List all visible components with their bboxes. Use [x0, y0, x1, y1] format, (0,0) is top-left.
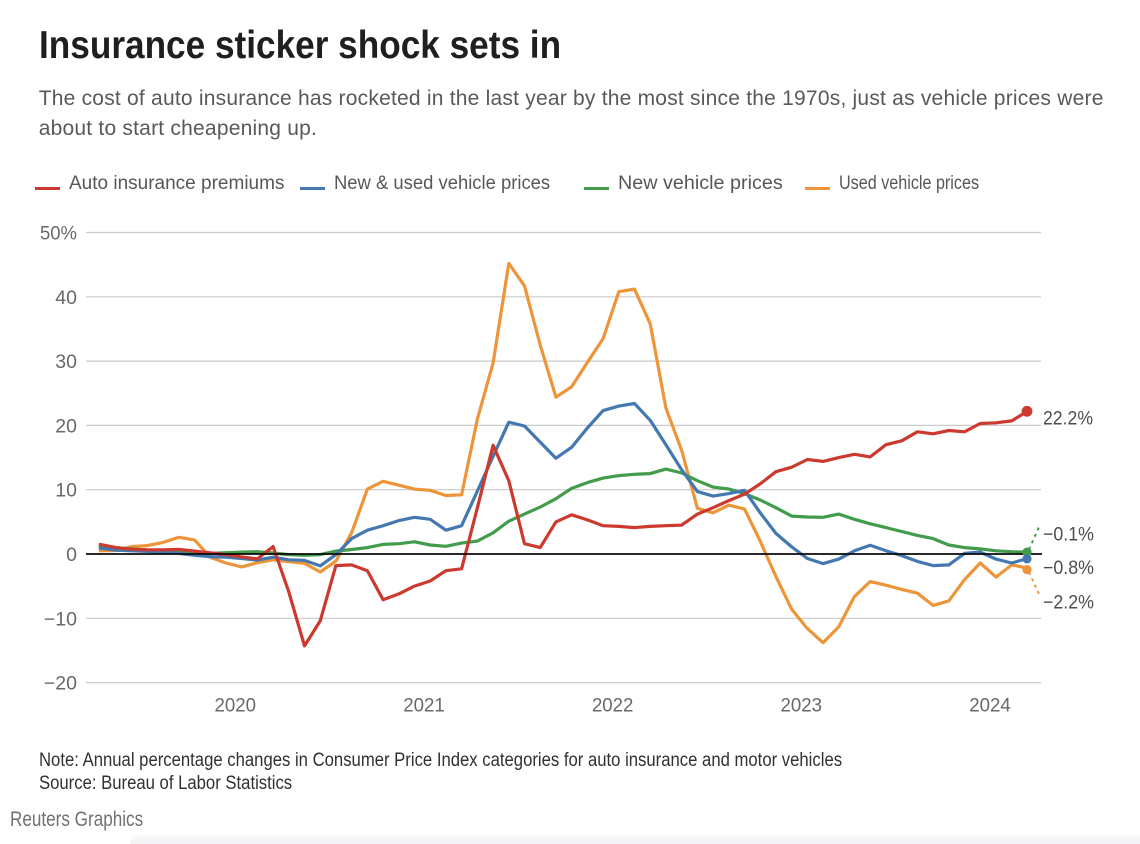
svg-text:2022: 2022	[592, 695, 634, 717]
svg-text:−20: −20	[44, 673, 77, 695]
svg-text:20: 20	[55, 415, 77, 437]
svg-text:50%: 50%	[40, 223, 77, 245]
svg-text:−2.2%: −2.2%	[1043, 592, 1094, 614]
svg-text:−0.8%: −0.8%	[1043, 557, 1094, 579]
svg-text:0: 0	[66, 544, 77, 566]
svg-text:30: 30	[55, 351, 77, 373]
svg-text:10: 10	[55, 480, 77, 502]
svg-text:2023: 2023	[781, 695, 823, 717]
svg-text:2020: 2020	[215, 695, 257, 717]
svg-text:22.2%: 22.2%	[1043, 408, 1093, 430]
svg-text:2021: 2021	[403, 695, 445, 717]
svg-text:−10: −10	[44, 608, 77, 630]
svg-text:40: 40	[55, 287, 77, 309]
svg-text:2024: 2024	[969, 695, 1011, 717]
svg-text:−0.1%: −0.1%	[1043, 524, 1094, 546]
